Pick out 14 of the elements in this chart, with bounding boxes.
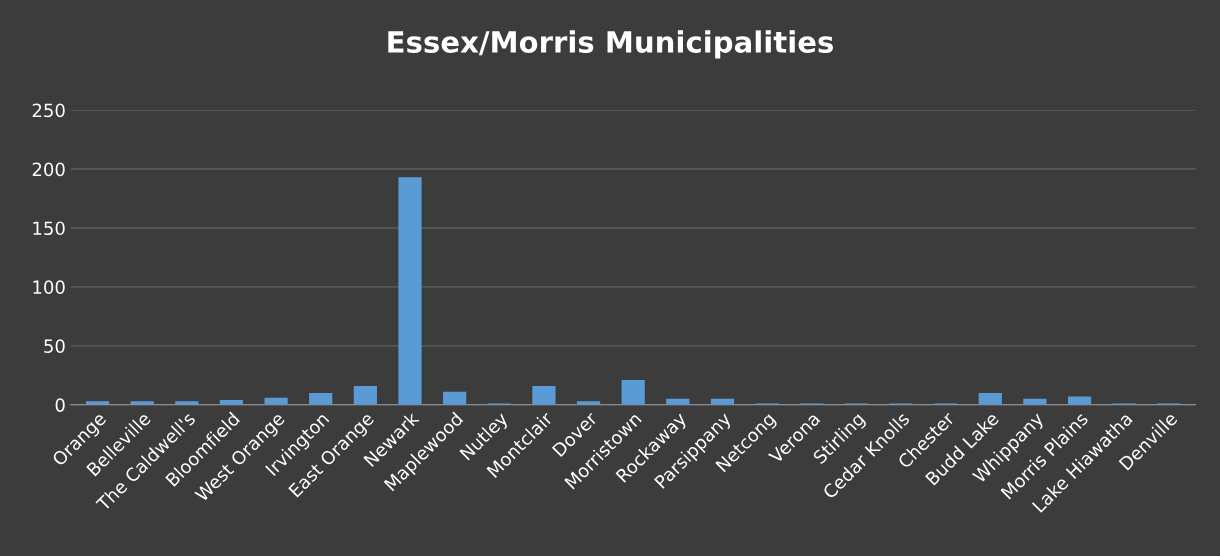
bar — [398, 177, 422, 405]
bar — [532, 385, 556, 405]
y-tick-label: 50 — [44, 339, 65, 353]
y-tick-label: 100 — [33, 280, 65, 295]
y-tick-label: 200 — [32, 162, 65, 177]
bar — [353, 385, 377, 405]
y-tick-label: 250 — [32, 103, 65, 118]
bar — [443, 391, 467, 405]
bar — [309, 392, 333, 405]
chart-title: Essex/Morris Municipalities — [388, 30, 833, 59]
y-tick-label: 0 — [55, 398, 65, 412]
bar — [621, 380, 645, 405]
bar — [978, 392, 1002, 405]
y-tick-label: 150 — [33, 221, 65, 236]
